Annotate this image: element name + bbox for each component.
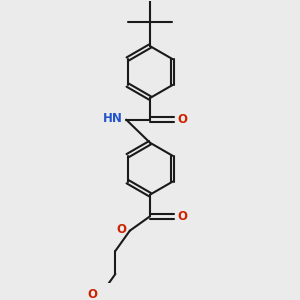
- Text: O: O: [116, 223, 126, 236]
- Text: O: O: [177, 113, 188, 126]
- Text: O: O: [177, 210, 188, 223]
- Text: HN: HN: [103, 112, 123, 125]
- Text: O: O: [87, 288, 98, 300]
